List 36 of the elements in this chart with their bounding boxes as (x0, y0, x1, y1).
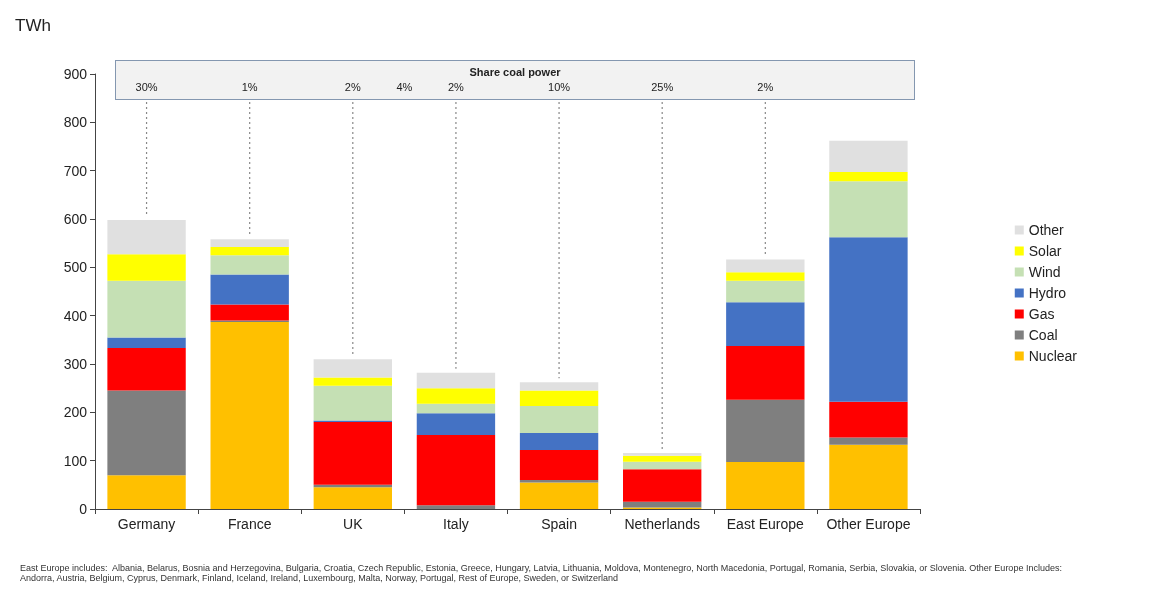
y-tick-label: 700 (63, 162, 88, 179)
y-tick-label: 200 (63, 404, 88, 421)
annotation: Share coal power (469, 66, 562, 78)
annotation: 2% (344, 81, 361, 93)
annotation: 2% (757, 81, 774, 93)
x-tick-label: Other Europe (826, 516, 911, 532)
legend-label: Other (1028, 222, 1065, 238)
legend-label: Coal (1028, 327, 1058, 343)
annotation: 2% (447, 81, 465, 93)
x-tick-label: Netherlands (624, 516, 700, 532)
legend-label: Solar (1028, 243, 1062, 259)
annotation: 1% (241, 81, 258, 93)
y-tick-label: 300 (63, 356, 88, 372)
y-tick-label: 600 (63, 211, 88, 227)
annotation: 4% (396, 81, 413, 93)
legend-label: Hydro (1028, 285, 1067, 301)
annotation: 25% (651, 81, 674, 93)
x-tick-label: France (227, 516, 272, 532)
annotation: 10% (548, 81, 571, 93)
y-tick-label: 400 (63, 307, 88, 324)
x-tick-label: UK (343, 516, 364, 532)
y-axis-title: TWh (15, 16, 51, 35)
x-tick-label: Germany (117, 516, 176, 532)
legend-label: Wind (1028, 264, 1061, 280)
y-tick-label: 800 (63, 114, 88, 131)
x-tick-label: East Europe (726, 516, 805, 532)
text: East Europe includes: Albania, Belarus, Bosnia and Herzegovina, Bulgaria, Croatia, Czech Republic, Estonia, Greece, Hungary, Latvia, Lithuania, Moldova, Montenegro, North Macedonia, Portugal, Romania, Serbia, Slovakia, or Slovenia. Other Europe Includes: Andorra, Austria, Belgium, Cyprus, Denmark, Finland, Iceland, Ireland, Luxembourg, Malta, Norway, Portugal, Rest of Europe, Sweden, or Switzerland (20, 563, 1065, 583)
annotation: 30% (135, 81, 158, 93)
y-tick-label: 500 (63, 259, 88, 276)
legend-label: Nuclear (1028, 348, 1078, 364)
x-tick-label: Italy (443, 516, 469, 532)
y-tick-label: 0 (79, 501, 88, 517)
x-tick-label: Spain (541, 516, 577, 532)
y-tick-label: 900 (63, 66, 88, 82)
legend-label: Gas (1028, 306, 1055, 322)
y-tick-label: 100 (63, 452, 88, 469)
